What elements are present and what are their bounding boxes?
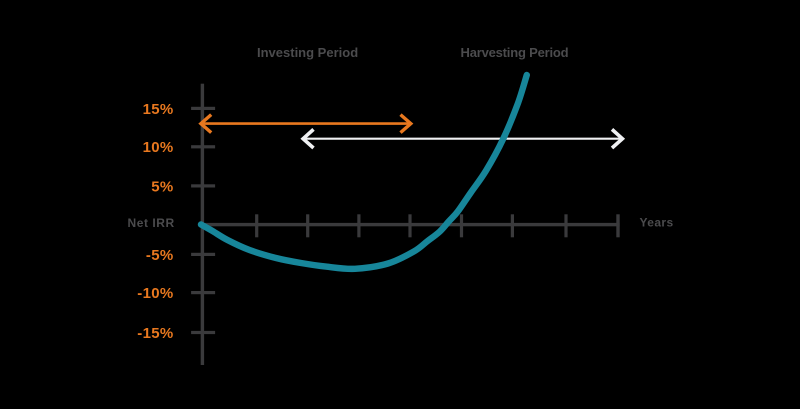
- svg-text:15%: 15%: [143, 101, 174, 118]
- svg-text:10%: 10%: [143, 139, 174, 156]
- svg-text:Years: Years: [640, 215, 674, 229]
- svg-text:5%: 5%: [151, 178, 173, 195]
- svg-text:-10%: -10%: [137, 285, 173, 302]
- svg-text:Harvesting Period: Harvesting Period: [461, 45, 569, 60]
- svg-text:Investing Period: Investing Period: [257, 45, 358, 60]
- svg-text:-15%: -15%: [137, 325, 173, 342]
- svg-text:Net IRR: Net IRR: [128, 216, 175, 230]
- svg-text:-5%: -5%: [146, 247, 174, 264]
